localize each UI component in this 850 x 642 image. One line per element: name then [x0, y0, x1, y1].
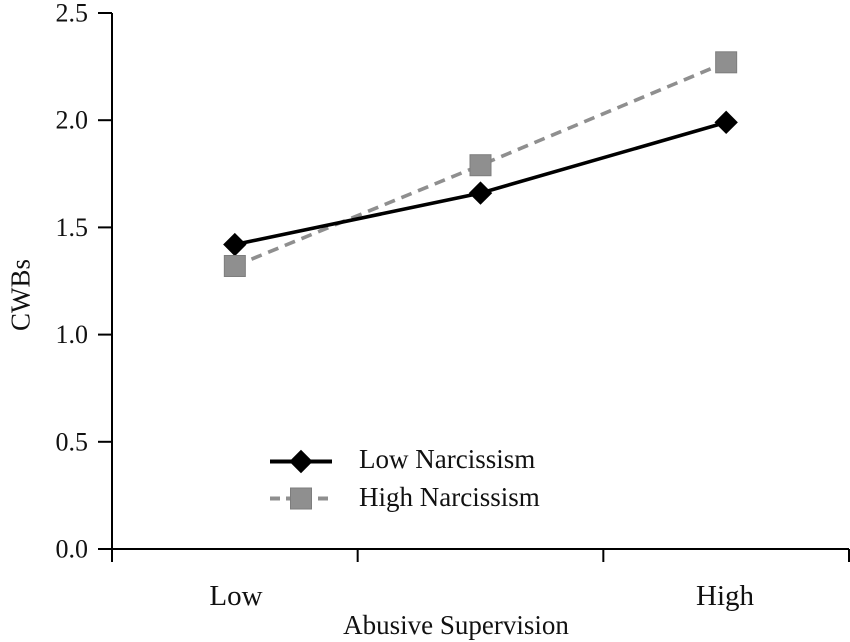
marker-diamond	[289, 449, 313, 474]
legend-label-high-narcissism: High Narcissism	[359, 482, 540, 512]
marker-square	[290, 487, 312, 510]
legend-label-low-narcissism: Low Narcissism	[359, 444, 536, 474]
marker-square	[469, 154, 492, 177]
y-tick-label: 1.5	[56, 213, 89, 242]
x-tick-label-high: High	[696, 580, 754, 612]
marker-diamond	[714, 110, 738, 135]
y-axis-title: CWBs	[5, 258, 36, 332]
x-axis-title: Abusive Supervision	[343, 610, 569, 640]
marker-diamond	[223, 232, 247, 257]
marker-diamond	[468, 181, 493, 205]
y-tick-label: 0.5	[56, 427, 89, 456]
y-tick-label: 1.0	[56, 320, 89, 349]
marker-square	[223, 254, 246, 277]
y-tick-label: 2.5	[56, 0, 89, 28]
marker-square	[715, 51, 738, 74]
y-tick-label: 0.0	[56, 535, 89, 564]
x-tick-label-low: Low	[209, 580, 263, 612]
y-tick-label: 2.0	[56, 106, 89, 135]
